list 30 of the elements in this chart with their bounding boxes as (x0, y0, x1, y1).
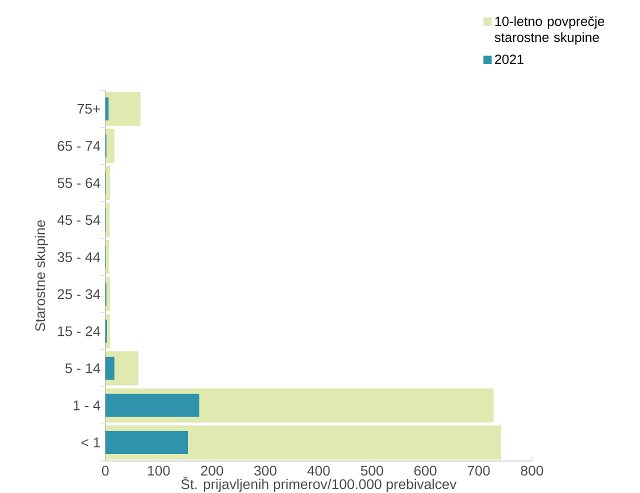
y-tick-label: 65 - 74 (58, 140, 100, 151)
y-axis-title: Starostne skupine (34, 220, 48, 332)
bar (105, 394, 200, 417)
x-tick-label: 700 (468, 466, 490, 476)
y-tick-label: 5 - 14 (65, 363, 100, 374)
bar (105, 97, 109, 120)
bar (105, 430, 188, 454)
x-tick-label: 0 (102, 466, 109, 476)
y-tick-label: 1 - 4 (74, 400, 100, 410)
bar (105, 356, 114, 380)
y-tick-label: 75+ (78, 104, 100, 114)
y-tick-label: 35 - 44 (58, 252, 100, 262)
y-tick-label: 15 - 24 (58, 326, 100, 336)
bar (105, 128, 114, 163)
y-tick-label: 25 - 34 (58, 289, 100, 300)
x-tick-label: 200 (201, 466, 224, 476)
x-tick-label: 500 (360, 466, 384, 476)
bar (105, 166, 110, 200)
bar (105, 92, 141, 126)
y-tick-label: < 1 (81, 438, 100, 448)
y-tick-label: 45 - 54 (57, 215, 100, 225)
x-tick-label: 600 (414, 466, 436, 476)
legend-label: 10-letno povprečje starostne skupine (494, 16, 604, 45)
x-axis-title: Št. prijavljenih primerov/100.000 prebivalcev (181, 476, 457, 492)
legend-label: 2021 (495, 54, 524, 64)
x-tick-label: 100 (148, 466, 170, 476)
y-tick-label: 55 - 64 (58, 178, 100, 188)
x-tick-label: 300 (254, 466, 276, 476)
x-tick-label: 800 (520, 466, 544, 476)
x-tick-label: 400 (307, 466, 330, 476)
